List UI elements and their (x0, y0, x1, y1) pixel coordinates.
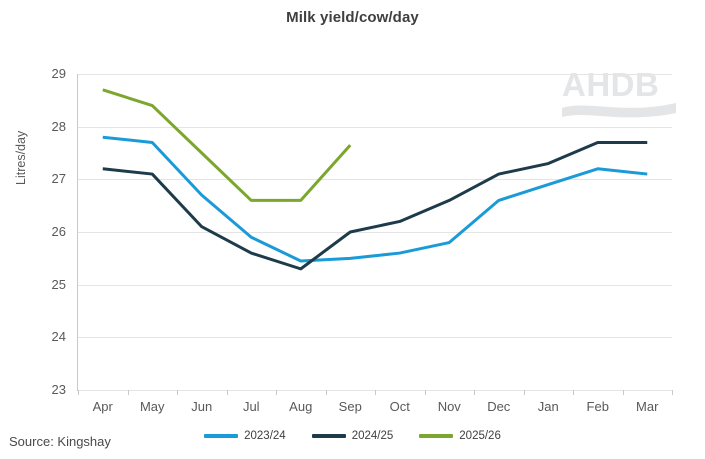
x-axis-tick (573, 390, 574, 395)
gridline (78, 232, 672, 233)
x-axis-tick (474, 390, 475, 395)
x-axis-tick-label: Jul (242, 399, 260, 414)
series-lines (102, 88, 648, 271)
gridline (78, 337, 672, 339)
x-axis-tick (523, 390, 525, 395)
x-axis-tick-label: Dec (487, 399, 511, 414)
y-axis-tick-label: 28 (51, 118, 66, 134)
gridline (78, 74, 672, 75)
legend-label: 2025/26 (459, 430, 501, 442)
x-axis-tick (424, 390, 426, 395)
y-axis-tick-label: 23 (51, 382, 66, 397)
legend-swatch (204, 434, 239, 438)
x-axis-tick (672, 390, 673, 395)
x-axis-tick (276, 390, 277, 395)
x-axis-tick (375, 390, 376, 395)
x-axis-tick (78, 390, 79, 395)
chart-title: Milk yield/cow/day (286, 9, 419, 26)
series-line-2023-24 (102, 135, 648, 263)
x-axis-tick-label: May (139, 399, 165, 414)
series-line-2025-26 (102, 88, 352, 202)
x-axis-tick-label: Apr (92, 399, 113, 414)
legend-item-2023-24[interactable]: 2023/24 (204, 430, 286, 442)
x-axis-tick (622, 390, 624, 395)
y-axis-tick-label: 26 (51, 224, 66, 239)
x-axis-tick-label: Mar (636, 399, 659, 414)
legend-swatch (419, 434, 454, 438)
x-axis-tick-label: Nov (437, 399, 461, 414)
x-axis-tick-label: Feb (586, 399, 609, 414)
x-axis-tick-label: Sep (338, 399, 362, 414)
x-axis-tick (127, 390, 129, 395)
x-axis-tick (177, 390, 178, 395)
gridline (78, 126, 672, 128)
x-axis-tick-label: Aug (289, 399, 313, 414)
y-axis-tick-label: 25 (51, 276, 66, 292)
source-note: Source: Kingshay (9, 434, 111, 449)
y-axis-tick-label: 24 (51, 329, 66, 345)
x-axis-tick (226, 390, 228, 395)
x-axis-tick-label: Jun (191, 399, 213, 414)
y-axis-tick-label: 29 (51, 66, 66, 81)
plot-area (77, 74, 673, 395)
legend-item-2025-26[interactable]: 2025/26 (419, 430, 501, 442)
legend-label: 2023/24 (244, 430, 286, 442)
x-axis-tick-label: Jan (537, 399, 559, 414)
legend-swatch (311, 434, 346, 438)
x-axis-tick (325, 390, 327, 395)
gridline (78, 284, 672, 286)
series-line-2024-25 (102, 140, 648, 271)
legend-item-2024-25[interactable]: 2024/25 (311, 430, 394, 442)
legend-label: 2024/25 (351, 430, 394, 442)
chart-legend: 2023/24 2024/25 2025/26 (0, 430, 705, 442)
y-axis-line (77, 74, 78, 391)
y-axis-tick-label: 27 (51, 171, 66, 187)
gridline (78, 179, 672, 181)
x-axis-tick-label: Oct (389, 399, 410, 414)
